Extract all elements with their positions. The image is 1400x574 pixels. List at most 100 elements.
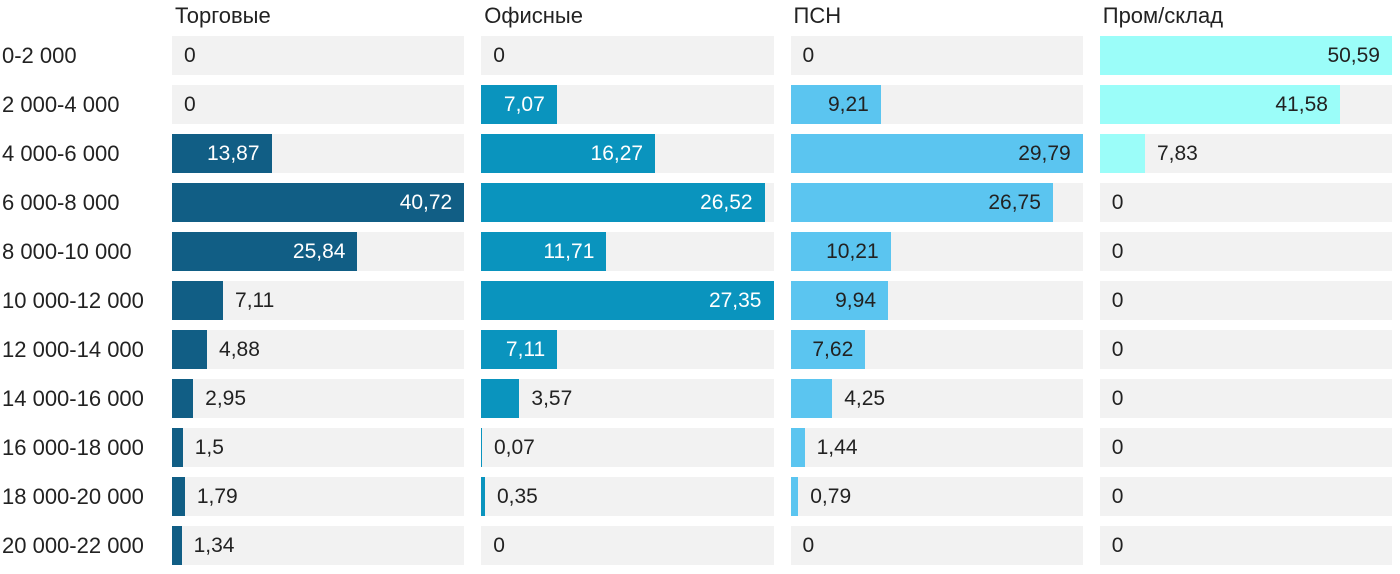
bar-value: 0 [1111,436,1124,459]
chart-row: 6 000-8 000 40,72 26,52 26,75 0 [0,183,1392,222]
bar-value: 0,07 [493,436,535,459]
bar-value: 7,07 [503,93,545,116]
bar-value: 7,62 [812,338,854,361]
bar-track: 7,83 [1099,134,1392,173]
bar-value: 0 [1111,240,1124,263]
bar-value: 7,11 [235,289,275,312]
bar [172,232,358,271]
row-label: 14 000-16 000 [2,386,144,411]
row-label: 12 000-14 000 [2,337,144,362]
bar-value: 27,35 [708,289,762,312]
bar [1099,134,1145,173]
bar [172,134,272,173]
chart-row: 10 000-12 000 7,11 27,35 9,94 0 [0,281,1392,320]
bar-value: 3,57 [531,387,573,410]
bar-track: 0 [172,36,465,75]
chart-row: 16 000-18 000 1,5 0,07 1,44 0 [0,428,1392,467]
bar-value: 0 [1111,191,1124,214]
bar-value: 0 [802,44,815,67]
bar-track: 29,79 [790,134,1083,173]
bar-track: 1,44 [790,428,1083,467]
row-label: 20 000-22 000 [2,533,144,558]
bar [790,85,881,124]
bar-value: 40,72 [399,191,453,214]
bar-value: 0 [1111,534,1124,557]
bar [1099,36,1392,75]
bar-track: 0 [481,526,774,565]
chart-row: 14 000-16 000 2,95 3,57 4,25 0 [0,379,1392,418]
bar-value: 9,21 [827,93,869,116]
bar-value: 7,83 [1156,142,1198,165]
bar-track: 0 [1099,232,1392,271]
bar-value: 0 [802,534,815,557]
bar-track: 10,21 [790,232,1083,271]
bar-track: 0 [1099,183,1392,222]
bar [481,183,765,222]
bar-value: 10,21 [826,240,879,263]
bar-value: 0,35 [496,485,538,508]
bar [481,330,558,369]
bar [172,281,224,320]
bar-track: 13,87 [172,134,465,173]
bar-track: 0 [481,36,774,75]
bar-value: 0 [1111,485,1124,508]
bar-value: 1,34 [193,534,235,557]
column-header: Пром/склад [1102,3,1224,28]
bar-track: 26,75 [790,183,1083,222]
bar-value: 0 [184,44,196,67]
bar-value: 1,44 [816,436,858,459]
bar-value: 4,88 [219,338,260,361]
bar [172,428,183,467]
bar-value: 25,84 [292,240,346,263]
bar-value: 1,5 [194,436,224,459]
bar [172,183,465,222]
chart-row: 8 000-10 000 25,84 11,71 10,21 0 [0,232,1392,271]
bar-track: 4,25 [790,379,1083,418]
bar-track: 0 [1099,477,1392,516]
row-label: 8 000-10 000 [2,239,132,264]
bar-track: 9,21 [790,85,1083,124]
bar-value: 13,87 [206,142,260,165]
bar-track: 11,71 [481,232,774,271]
bar [1099,85,1340,124]
bar [481,134,656,173]
bar-value: 41,58 [1275,93,1328,116]
bar-value: 26,52 [700,191,753,214]
bar-value: 0,79 [810,485,852,508]
chart-row: 0-2 000 0 0 0 50,59 [0,36,1392,75]
bar-value: 0 [1111,289,1124,312]
bar-value: 4,25 [844,387,886,410]
bar [790,134,1083,173]
row-label: 6 000-8 000 [2,190,120,215]
bar-track: 40,72 [172,183,465,222]
bar [481,379,520,418]
bar [481,281,774,320]
row-label: 10 000-12 000 [2,288,144,313]
bar-track: 27,35 [481,281,774,320]
bar-track: 0,07 [481,428,774,467]
bar-track: 25,84 [172,232,465,271]
bar [790,183,1053,222]
chart-row: 2 000-4 000 0 7,07 9,21 41,58 [0,85,1392,124]
bar-track: 0,79 [790,477,1083,516]
bar-track: 7,11 [481,330,774,369]
bar-track: 7,11 [172,281,465,320]
bar-track: 2,95 [172,379,465,418]
bar-value: 9,94 [835,289,876,312]
bar [172,330,208,369]
column-header: ПСН [793,3,842,28]
bar [790,232,891,271]
bar-track: 3,57 [481,379,774,418]
bar [481,428,482,467]
bar-track: 0 [1099,379,1392,418]
bar-track: 1,79 [172,477,465,516]
bar-value: 16,27 [590,142,644,165]
bar-track: 1,5 [172,428,465,467]
chart-row: 12 000-14 000 4,88 7,11 7,62 0 [0,330,1392,369]
bar-value: 0 [493,44,505,67]
bar-track: 0 [1099,428,1392,467]
chart-row: 4 000-6 000 13,87 16,27 29,79 7,83 [0,134,1392,173]
bar [481,477,485,516]
row-label: 0-2 000 [2,43,77,68]
